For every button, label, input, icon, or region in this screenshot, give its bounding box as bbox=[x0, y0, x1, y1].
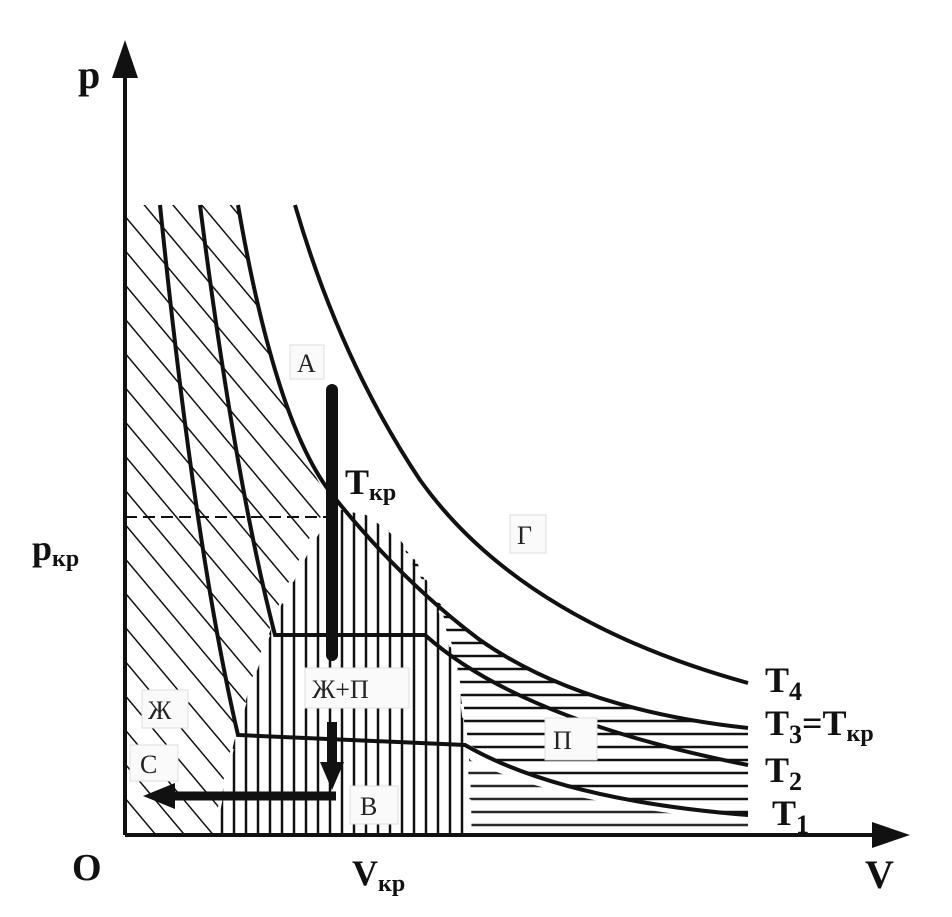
svg-text:А: А bbox=[297, 349, 316, 378]
svg-text:Г: Г bbox=[517, 521, 532, 550]
isotherm-label-t2: T2 bbox=[765, 750, 802, 796]
label-vapor: П bbox=[544, 717, 598, 761]
svg-text:П: П bbox=[553, 726, 572, 755]
arrow-left-icon bbox=[143, 783, 175, 809]
label-gas: Г bbox=[509, 514, 547, 554]
label-a: А bbox=[289, 344, 325, 380]
isotherm-t1 bbox=[158, 204, 749, 817]
critical-temperature-label: Tкр bbox=[345, 462, 396, 506]
isotherm-t2 bbox=[198, 204, 749, 767]
svg-text:В: В bbox=[360, 792, 377, 821]
label-liquid-vapor: Ж+П bbox=[304, 667, 410, 709]
isotherm-label-t1: T1 bbox=[772, 793, 809, 839]
x-axis-arrow-icon bbox=[872, 822, 910, 848]
isotherm-label-t4: T4 bbox=[765, 660, 802, 706]
svg-text:С: С bbox=[140, 750, 157, 779]
p-critical-label: pкр bbox=[32, 528, 79, 572]
label-c: С bbox=[129, 744, 179, 782]
isotherm-t3 bbox=[236, 204, 749, 730]
x-axis-label: V bbox=[865, 852, 894, 897]
isotherm-label-t3: T3=Tкр bbox=[765, 703, 874, 749]
svg-text:Ж+П: Ж+П bbox=[312, 675, 369, 704]
isotherm-t4 bbox=[293, 204, 749, 685]
v-critical-label: Vкр bbox=[352, 853, 405, 897]
label-liquid: Ж bbox=[141, 689, 189, 729]
origin-label: O bbox=[72, 847, 102, 889]
y-axis-arrow-icon bbox=[112, 40, 138, 78]
label-b: В bbox=[349, 785, 399, 825]
binodal-curve bbox=[213, 508, 472, 834]
arrow-down-icon bbox=[320, 762, 344, 790]
y-axis-label: p bbox=[78, 52, 100, 97]
svg-text:Ж: Ж bbox=[148, 696, 172, 725]
